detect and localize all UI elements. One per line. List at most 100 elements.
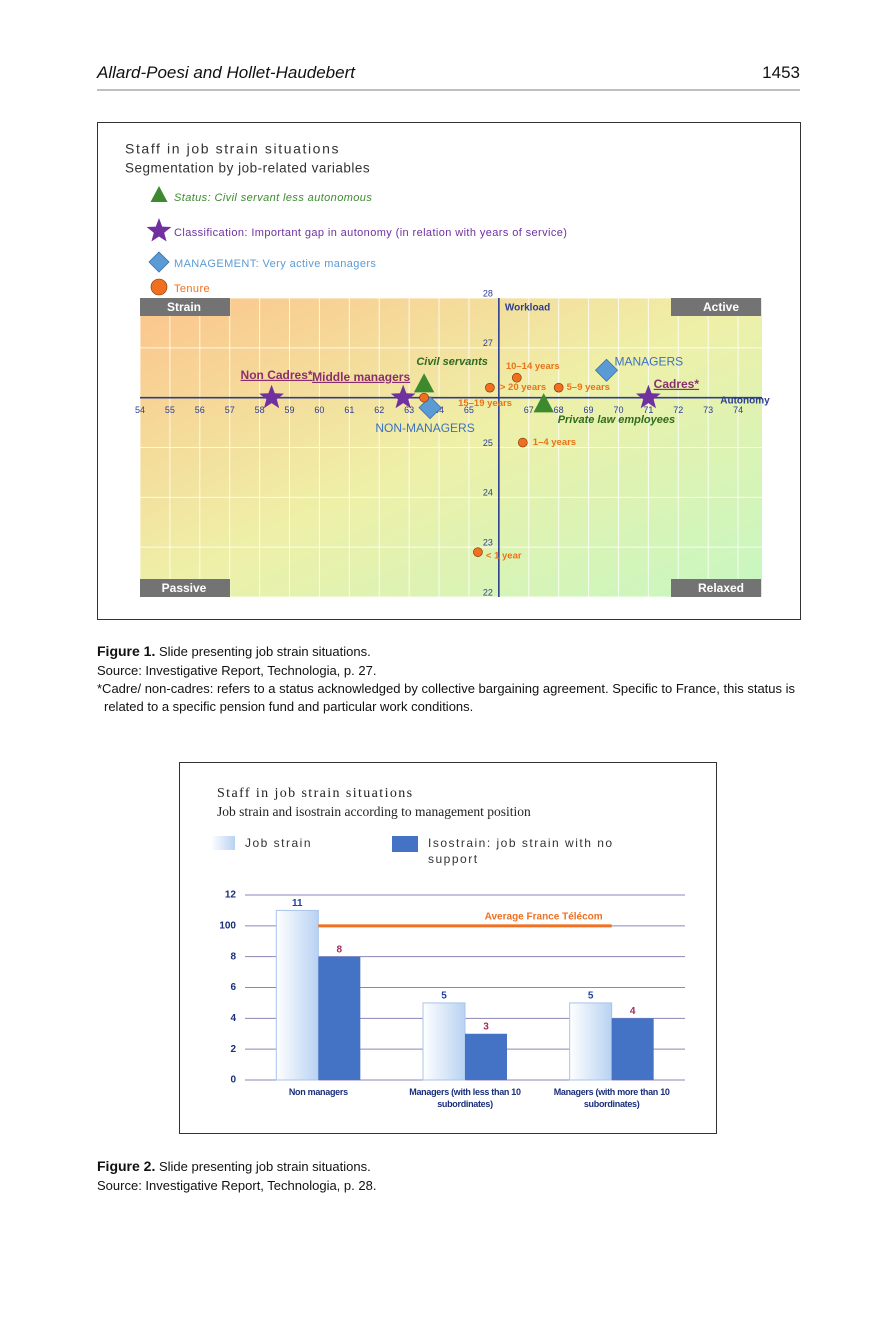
point-label: Non Cadres* — [241, 368, 313, 382]
data-point — [485, 382, 495, 393]
value-label: 5 — [588, 991, 594, 1002]
quadrant-box — [140, 298, 230, 316]
figure-frame — [97, 122, 801, 620]
quadrant-label: Passive — [162, 581, 207, 595]
legend-marker — [146, 218, 172, 242]
x-tick-label: 70 — [613, 405, 623, 415]
legend-marker — [148, 251, 170, 273]
x-tick-label: 60 — [314, 405, 324, 415]
y-tick-label: 27 — [483, 338, 493, 348]
point-label: > 20 years — [500, 382, 546, 393]
x-tick-label: 57 — [225, 405, 235, 415]
chart-title: Staff in job strain situations — [125, 141, 340, 157]
x-tick-label: 59 — [285, 405, 295, 415]
bar — [611, 1018, 654, 1080]
y-tick-label: 100 — [219, 920, 236, 931]
caption-label: Figure 1. — [97, 643, 156, 659]
figure-frame — [179, 762, 717, 1134]
value-label: 11 — [292, 898, 303, 909]
chart-subtitle: Segmentation by job-related variables — [125, 161, 370, 176]
data-point — [553, 382, 564, 393]
x-tick-label: 73 — [703, 405, 713, 415]
x-axis-label: Autonomy — [720, 395, 770, 406]
x-tick-label: 74 — [733, 405, 743, 415]
y-tick-label: 22 — [483, 587, 493, 597]
point-label: < 1 year — [486, 551, 522, 562]
quadrant-label: Active — [703, 300, 739, 314]
y-tick-label: 6 — [230, 982, 236, 993]
chart-subtitle: Job strain and isostrain according to ma… — [217, 804, 531, 819]
point-label: MANAGERS — [615, 354, 684, 368]
x-tick-label: 58 — [255, 405, 265, 415]
data-point — [636, 384, 661, 409]
data-point — [390, 384, 416, 409]
page-number: 1453 — [762, 63, 800, 82]
quadrant-label: Relaxed — [698, 581, 744, 595]
point-label: Cadres* — [654, 377, 700, 391]
point-label: 1–4 years — [533, 437, 576, 448]
quadrant-box — [671, 298, 761, 316]
legend-label: Status: Civil servant less autonomous — [174, 192, 372, 204]
x-tick-label: 63 — [404, 405, 414, 415]
chart-title: Staff in job strain situations — [217, 786, 414, 801]
y-tick-label: 2 — [230, 1044, 236, 1055]
point-label: 5–9 years — [567, 382, 610, 393]
data-point — [473, 547, 483, 557]
x-tick-label: 65 — [464, 405, 474, 415]
legend-label: Isostrain: job strain with no support — [428, 836, 614, 866]
legend-label: MANAGEMENT: Very active managers — [174, 258, 376, 270]
y-tick-label: 25 — [483, 438, 493, 448]
x-tick-label: 68 — [554, 405, 564, 415]
caption-source: Source: Investigative Report, Technologi… — [97, 663, 377, 678]
y-tick-label: 28 — [483, 288, 493, 298]
legend-label: Classification: Important gap in autonom… — [174, 227, 567, 239]
x-tick-label: 71 — [643, 405, 653, 415]
caption-source: Source: Investigative Report, Technologi… — [97, 1178, 377, 1193]
caption-text: Slide presenting job strain situations. — [158, 644, 371, 659]
bar — [422, 1002, 466, 1081]
y-axis-label: Workload — [505, 303, 550, 314]
quadrant-box — [140, 579, 230, 597]
bar — [569, 1002, 613, 1081]
value-label: 8 — [337, 944, 343, 955]
caption-text: Slide presenting job strain situations. — [158, 1159, 371, 1174]
point-label: Middle managers — [312, 370, 410, 384]
value-label: 4 — [630, 1006, 636, 1017]
x-tick-label: 55 — [165, 405, 175, 415]
data-point — [419, 392, 429, 403]
point-label: NON-MANAGERS — [375, 421, 474, 435]
data-point — [413, 373, 435, 393]
x-tick-label: Non managers — [288, 1087, 348, 1097]
data-point — [259, 384, 284, 409]
y-tick-label: 12 — [225, 890, 237, 901]
y-tick-label: 0 — [230, 1075, 236, 1086]
x-tick-label: 67 — [524, 405, 534, 415]
value-label: 3 — [483, 1021, 489, 1032]
x-tick-label: 62 — [374, 405, 384, 415]
reference-label: Average France Télécom — [485, 911, 603, 922]
data-point — [517, 437, 528, 448]
y-tick-label: 8 — [230, 951, 236, 962]
quadrant-box — [671, 579, 761, 597]
data-point — [418, 396, 442, 420]
quadrant-label: Strain — [167, 300, 201, 314]
x-tick-label: Managers (with less than 10 subordinates… — [409, 1087, 521, 1109]
x-tick-label: 72 — [673, 405, 683, 415]
data-point — [533, 393, 554, 413]
y-tick-label: 4 — [230, 1013, 236, 1024]
bar — [275, 909, 319, 1081]
point-label: Private law employees — [558, 414, 675, 426]
legend-swatch — [392, 836, 418, 852]
caption: Figure 1. Slide presenting job strain si… — [97, 642, 802, 661]
caption-label: Figure 2. — [97, 1158, 156, 1174]
legend-swatch — [211, 836, 235, 850]
legend-marker — [150, 278, 168, 296]
y-tick-label: 24 — [483, 488, 493, 498]
x-tick-label: 54 — [135, 405, 145, 415]
caption: Figure 2. Slide presenting job strain si… — [97, 1157, 802, 1176]
point-label: 10–14 years — [506, 361, 560, 372]
caption-note: *Cadre/ non-cadres: refers to a status a… — [97, 681, 796, 714]
bar — [318, 956, 361, 1080]
